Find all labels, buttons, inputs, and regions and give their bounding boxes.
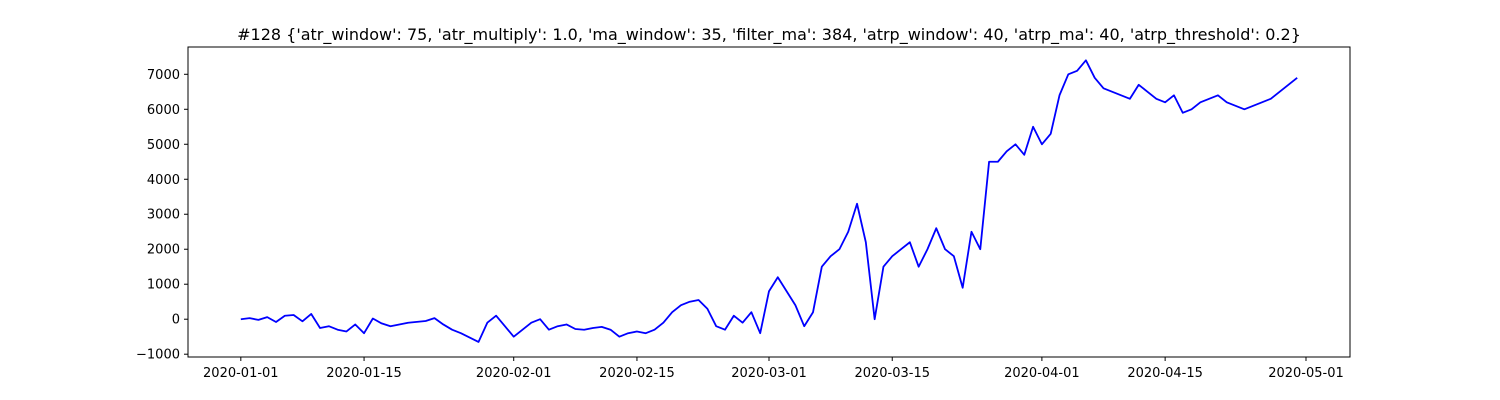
y-axis: −1000 0 1000 2000 3000 4000 5000 6000 7000 [136,68,188,363]
x-tick-label: 2020-02-01 [476,366,552,381]
plot-area [187,46,1351,358]
x-tick-label: 2020-05-01 [1268,366,1344,381]
y-tick-label: 3000 [147,208,180,223]
y-tick-label: 2000 [147,243,180,258]
y-tick-label: 5000 [147,138,180,153]
x-tick-label: 2020-02-15 [599,366,675,381]
y-tick-label: 6000 [147,103,180,118]
x-tick-label: 2020-01-15 [326,366,402,381]
x-tick-label: 2020-04-15 [1127,366,1203,381]
y-tick-label: 0 [172,313,180,328]
plot-frame [187,46,1351,358]
y-tick-label: −1000 [136,348,180,363]
chart-title: #128 {'atr_window': 75, 'atr_multiply': … [237,25,1301,45]
y-tick-label: 7000 [147,68,180,83]
x-axis: 2020-01-01 2020-01-15 2020-02-01 2020-02-15… [203,357,1344,381]
y-tick-label: 1000 [147,278,180,293]
x-tick-label: 2020-03-15 [854,366,930,381]
x-tick-label: 2020-04-01 [1004,366,1080,381]
series-line-0 [240,59,1298,343]
x-tick-label: 2020-01-01 [203,366,279,381]
x-tick-label: 2020-03-01 [731,366,807,381]
y-tick-label: 4000 [147,173,180,188]
